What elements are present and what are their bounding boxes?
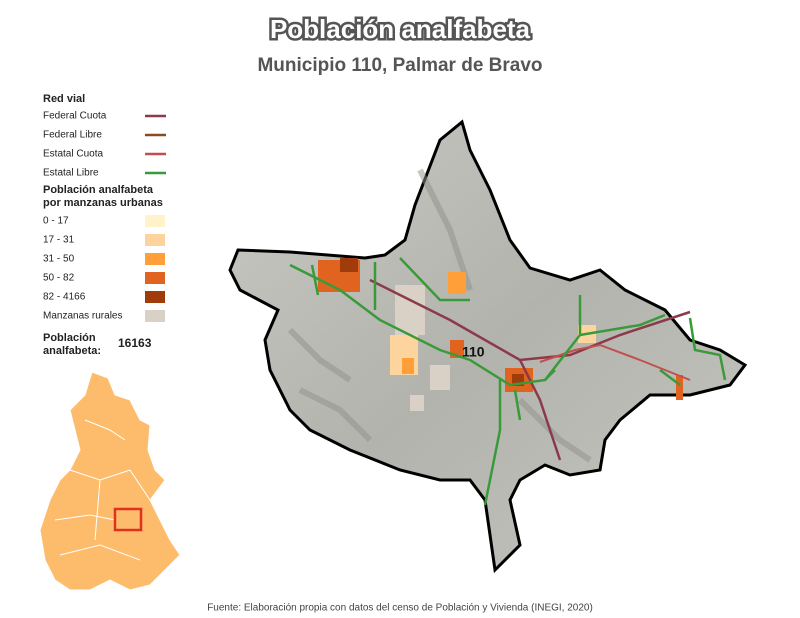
legend-swatch xyxy=(145,215,165,227)
legend-label: Manzanas rurales xyxy=(43,311,122,322)
municipality-map: 110 xyxy=(228,119,748,574)
source: Fuente: Elaboración propia con datos del… xyxy=(207,603,593,614)
legend: Red vial Población analfabeta por manzan… xyxy=(43,93,166,357)
municipality-outline xyxy=(228,119,748,574)
municipality-borders xyxy=(54,419,151,561)
legend-label: 50 - 82 xyxy=(43,273,75,284)
legend-label: Federal Libre xyxy=(43,130,102,141)
location-box xyxy=(113,507,143,532)
legend-label: 0 - 17 xyxy=(43,216,69,227)
road-federal-cuota xyxy=(369,278,691,362)
legend-label: Estatal Libre xyxy=(43,168,99,179)
legend-swatch xyxy=(145,272,165,284)
relief-shading xyxy=(287,168,592,463)
urban-blocks xyxy=(318,258,683,400)
rural-block xyxy=(430,365,450,390)
urban-block xyxy=(402,358,414,374)
total-label: Población xyxy=(43,332,96,344)
total-label: analfabeta: xyxy=(43,345,101,357)
total-value: 16163 xyxy=(118,336,152,350)
urban-block xyxy=(340,258,358,272)
rural-block xyxy=(395,285,425,335)
legend-swatch xyxy=(145,253,165,265)
legend-label: Estatal Cuota xyxy=(43,149,103,160)
municipality-label: 110 xyxy=(462,344,485,360)
urban-block xyxy=(676,375,683,400)
legend-label: Federal Cuota xyxy=(43,111,107,122)
legend-title: Red vial xyxy=(43,93,85,105)
urban-block xyxy=(448,272,466,294)
state-shape xyxy=(39,371,181,591)
legend-swatch xyxy=(145,291,165,303)
legend-label: 17 - 31 xyxy=(43,235,75,246)
legend-label: 82 - 4166 xyxy=(43,292,86,303)
title: Población analfabeta xyxy=(270,14,531,44)
legend-title: por manzanas urbanas xyxy=(43,197,163,209)
subtitle: Municipio 110, Palmar de Bravo xyxy=(257,55,542,76)
legend-label: 31 - 50 xyxy=(43,254,75,265)
rural-block xyxy=(410,395,424,411)
legend-swatch xyxy=(145,310,165,322)
road-estatal-libre xyxy=(289,257,727,506)
road-estatal-cuota xyxy=(539,343,691,381)
legend-title: Población analfabeta xyxy=(43,184,154,196)
legend-swatch xyxy=(145,234,165,246)
road-federal-cuota xyxy=(518,359,562,461)
state-inset xyxy=(39,371,181,591)
